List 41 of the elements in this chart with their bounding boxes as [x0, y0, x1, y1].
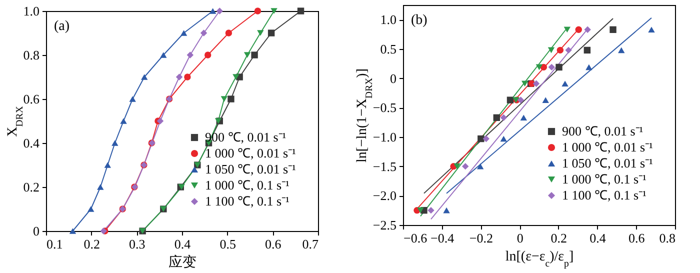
- legend-label: 1 050 ℃, 0.01 s⁻¹: [562, 156, 654, 170]
- x-axis-title: 应变: [168, 254, 196, 270]
- y-tick-label: 1.0: [23, 4, 40, 18]
- x-tick-label: −0.6: [404, 230, 428, 246]
- x-tick-label: 0.5: [220, 236, 236, 252]
- x-tick-label: 0.4: [590, 230, 606, 246]
- x-tick-label: 0.6: [265, 236, 282, 252]
- legend-label: 1 100 ℃, 0.1 s⁻¹: [562, 188, 647, 202]
- y-tick-label: 0.5: [380, 42, 396, 56]
- y-tick-label: 1.0: [380, 12, 396, 28]
- y-tick-label: 0: [390, 70, 396, 86]
- y-tick-label: 0.6: [23, 92, 40, 106]
- annotation: (a): [54, 19, 70, 34]
- annotation: (b): [411, 13, 428, 28]
- y-tick-label: −1.0: [372, 130, 396, 144]
- y-tick-label: 0.8: [23, 48, 40, 62]
- y-tick-label: −0.5: [372, 100, 396, 116]
- y-tick-label: −2.5: [372, 218, 396, 232]
- legend-label: 1 000 ℃, 0.1 s⁻¹: [205, 178, 290, 192]
- x-axis-title: ln[(ε−ε$_{c}$)/ε$_{p}$]: [505, 250, 574, 269]
- x-tick-label: 0: [516, 230, 524, 246]
- x-tick-label: 0.4: [174, 236, 192, 252]
- legend-label: 900 ℃, 0.01 s⁻¹: [562, 124, 644, 138]
- legend-label: 1 000 ℃, 0.01 s⁻¹: [205, 146, 296, 160]
- y-tick-label: −2.0: [372, 188, 396, 204]
- x-tick-label: −0.4: [430, 230, 455, 246]
- legend-label: 1 000 ℃, 0.1 s⁻¹: [562, 172, 647, 186]
- x-tick-label: 0.1: [46, 236, 63, 252]
- x-tick-label: −0.2: [469, 230, 494, 246]
- x-tick-label: 0.3: [129, 236, 146, 252]
- y-tick-label: −1.5: [372, 158, 396, 174]
- x-tick-label: 0.7: [302, 236, 319, 252]
- x-tick-label: 0.2: [550, 230, 568, 246]
- x-tick-label: 0.6: [628, 230, 646, 246]
- x-tick-label: 0.2: [84, 236, 100, 252]
- legend-label: 1 100 ℃, 0.1 s⁻¹: [205, 194, 290, 208]
- y-tick-label: 0.4: [23, 136, 40, 150]
- y-tick-label: 0.2: [23, 180, 40, 194]
- legend-label: 1 050 ℃, 0.01 s⁻¹: [205, 162, 296, 176]
- legend-label: 1 000 ℃, 0.01 s⁻¹: [562, 140, 654, 154]
- x-tick-label: 0.8: [659, 230, 676, 246]
